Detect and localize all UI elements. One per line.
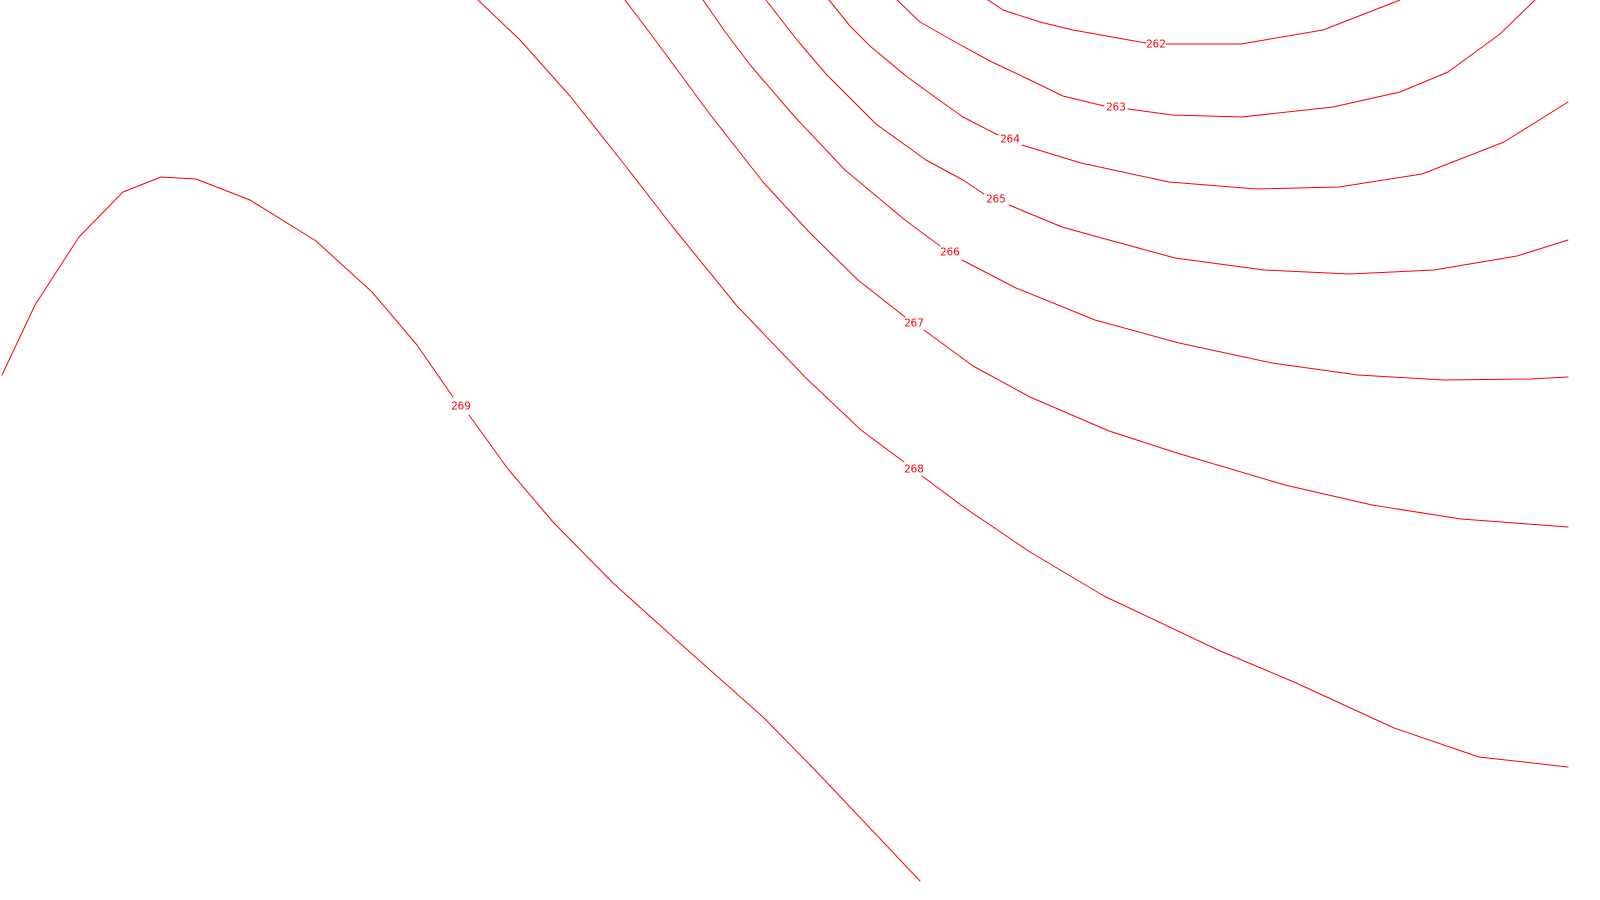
contour-label-263: 263 xyxy=(1106,101,1126,114)
contour-line-266 xyxy=(702,0,941,247)
contour-line-265 xyxy=(765,0,985,195)
contour-line-266-b xyxy=(961,259,1569,381)
contour-line-263 xyxy=(896,0,1105,107)
contour-line-264-b xyxy=(1021,101,1569,190)
contour-line-265-b xyxy=(1008,204,1569,275)
contour-line-269 xyxy=(1,176,454,398)
contour-line-269-b xyxy=(468,414,921,882)
contour-label-269: 269 xyxy=(451,400,471,413)
contour-line-268-b xyxy=(921,475,1569,768)
contour-line-264 xyxy=(828,0,999,136)
contour-line-267 xyxy=(624,0,906,318)
contour-label-267: 267 xyxy=(904,317,924,330)
contour-line-262-b xyxy=(1165,0,1401,45)
contour-line-263-b xyxy=(1127,0,1536,118)
contour-line-268 xyxy=(477,0,905,463)
contour-label-265: 265 xyxy=(986,193,1006,206)
contour-line-262 xyxy=(987,0,1147,44)
contour-label-262: 262 xyxy=(1146,38,1166,51)
contour-label-268: 268 xyxy=(904,463,924,476)
contour-label-264: 264 xyxy=(1000,133,1020,146)
contour-label-266: 266 xyxy=(940,246,960,259)
contour-line-267-b xyxy=(923,329,1569,528)
